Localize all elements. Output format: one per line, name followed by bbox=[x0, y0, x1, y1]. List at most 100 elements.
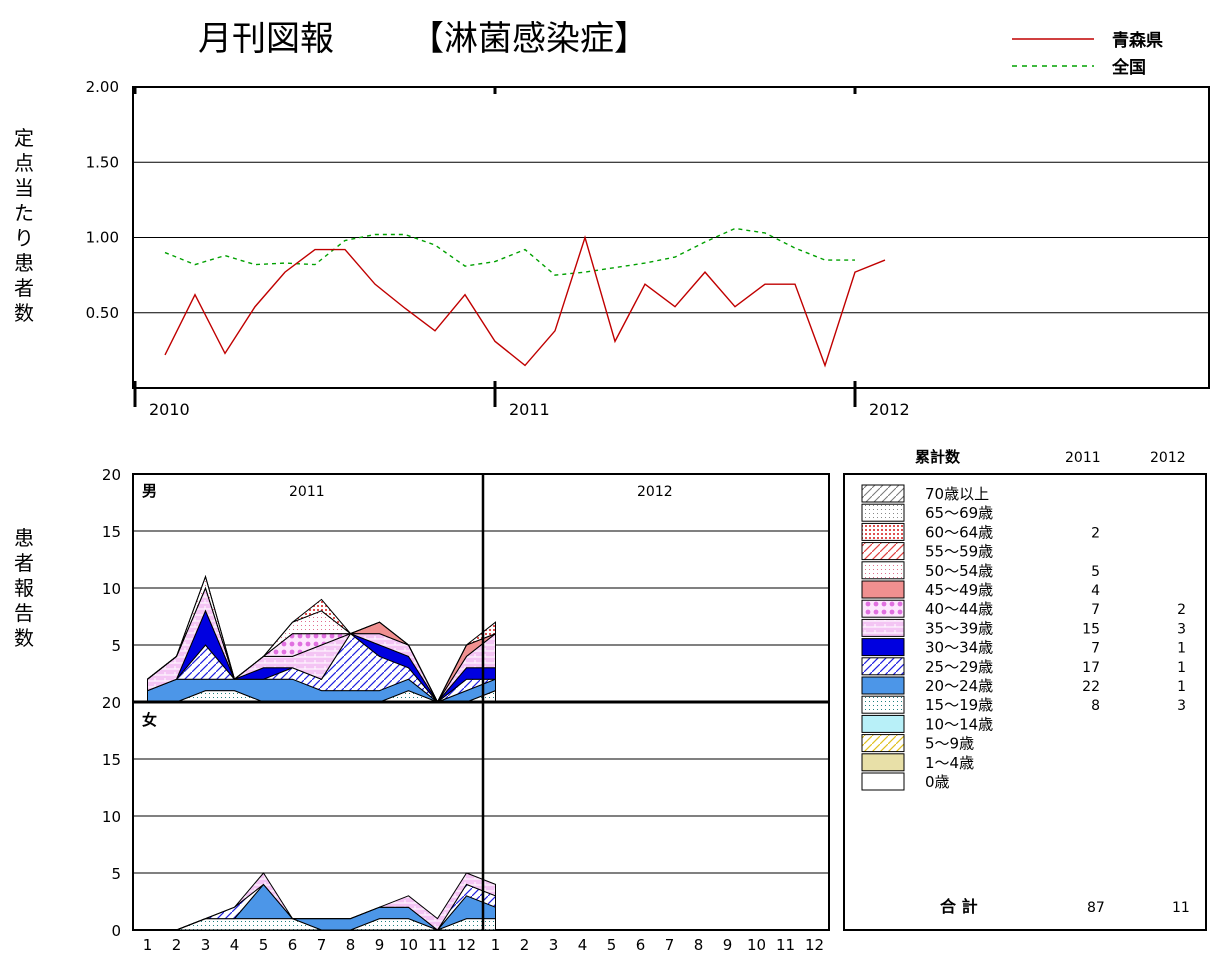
month-label: 8 bbox=[346, 936, 356, 953]
top-y-label-char: 点 bbox=[14, 151, 34, 175]
age-legend-box bbox=[843, 473, 1207, 931]
age-label: 0歳 bbox=[925, 773, 950, 791]
top-y-label-char: 数 bbox=[14, 301, 34, 325]
bottom-y-label-char: 患 bbox=[14, 526, 34, 550]
month-label: 1 bbox=[143, 936, 153, 953]
month-label: 11 bbox=[776, 936, 795, 953]
female-label: 女 bbox=[142, 711, 157, 729]
top-y-label-char: 定 bbox=[14, 126, 34, 150]
age-label: 60～64歳 bbox=[925, 523, 993, 541]
female-y-tick-label: 15 bbox=[102, 751, 121, 769]
month-label: 5 bbox=[259, 936, 269, 953]
top-y-tick-labels: 2.00 1.50 1.00 0.50 bbox=[86, 78, 119, 322]
series-national-line bbox=[164, 227, 855, 276]
top-y-label-char: 患 bbox=[14, 251, 34, 275]
male-area-60～64歳 bbox=[147, 574, 496, 704]
top-y-tick-label: 2.00 bbox=[86, 78, 119, 96]
top-y-tick-label: 1.50 bbox=[86, 153, 119, 171]
female-y-tick-label: 5 bbox=[111, 865, 121, 883]
age-count-2011: 5 bbox=[1091, 564, 1100, 580]
top-year-label: 2011 bbox=[509, 400, 550, 419]
age-count-2011: 22 bbox=[1082, 679, 1100, 695]
age-swatch bbox=[861, 657, 905, 676]
month-label: 5 bbox=[607, 936, 617, 953]
age-label: 30～34歳 bbox=[925, 639, 993, 657]
age-swatch bbox=[861, 522, 905, 541]
age-swatch bbox=[861, 676, 905, 695]
age-swatch bbox=[861, 695, 905, 714]
age-swatch bbox=[861, 542, 905, 561]
age-count-2012: 2 bbox=[1177, 602, 1186, 618]
age-label: 40～44歳 bbox=[925, 600, 993, 618]
month-label: 1 bbox=[491, 936, 501, 953]
top-y-label-char: た bbox=[14, 201, 34, 225]
bottom-y-label-char: 者 bbox=[14, 551, 34, 575]
top-y-label-char: り bbox=[14, 226, 34, 250]
month-label: 12 bbox=[805, 936, 824, 953]
top-series bbox=[164, 227, 886, 368]
age-label: 10～14歳 bbox=[925, 715, 993, 733]
age-legend-col-2011: 2011 bbox=[1065, 450, 1101, 466]
age-label: 35～39歳 bbox=[925, 619, 993, 637]
male-y-tick-label: 5 bbox=[111, 637, 121, 655]
age-swatch bbox=[861, 561, 905, 580]
age-swatch bbox=[861, 753, 905, 772]
month-label: 10 bbox=[747, 936, 766, 953]
age-swatch bbox=[861, 580, 905, 599]
top-year-label: 2010 bbox=[149, 400, 190, 419]
age-label: 55～59歳 bbox=[925, 543, 993, 561]
top-y-tick-label: 1.00 bbox=[86, 229, 119, 247]
month-label: 7 bbox=[665, 936, 675, 953]
month-label: 9 bbox=[375, 936, 385, 953]
top-y-tick-label: 0.50 bbox=[86, 304, 119, 322]
top-gridlines bbox=[133, 161, 1209, 314]
top-y-label-char: 当 bbox=[14, 176, 34, 200]
age-swatch bbox=[861, 618, 905, 637]
age-label: 70歳以上 bbox=[925, 485, 989, 503]
total-2012: 11 bbox=[1172, 900, 1190, 916]
age-count-2012: 1 bbox=[1177, 641, 1186, 657]
male-y-tick-label: 15 bbox=[102, 523, 121, 541]
bottom-y-label-char: 報 bbox=[14, 576, 34, 600]
age-label: 15～19歳 bbox=[925, 696, 993, 714]
male-stacked-areas bbox=[147, 574, 496, 704]
age-swatch bbox=[861, 772, 905, 791]
age-legend-header: 累計数 bbox=[915, 448, 961, 466]
month-tick-labels: 1 2 3 4 5 6 7 8 9 10 11 12 1 2 3 4 5 6 7 8 9 10 11 12 bbox=[143, 936, 824, 954]
age-count-2011: 8 bbox=[1091, 698, 1100, 714]
age-label: 65～69歳 bbox=[925, 504, 993, 522]
month-label: 10 bbox=[399, 936, 418, 953]
age-swatch bbox=[861, 638, 905, 657]
age-swatch bbox=[861, 503, 905, 522]
female-y-tick-label: 10 bbox=[102, 808, 121, 826]
age-label: 5～9歳 bbox=[925, 735, 974, 753]
age-swatch bbox=[861, 734, 905, 753]
age-count-2011: 2 bbox=[1091, 525, 1100, 541]
female-y-tick-label: 20 bbox=[102, 694, 121, 712]
year-label-2011: 2011 bbox=[289, 484, 325, 500]
age-swatch bbox=[861, 714, 905, 733]
age-legend-col-2012: 2012 bbox=[1150, 450, 1186, 466]
female-area-35～39歳 bbox=[147, 872, 496, 931]
bottom-y-tick-labels: 20 15 10 5 20 15 10 5 0 bbox=[102, 466, 121, 940]
month-label: 12 bbox=[457, 936, 476, 953]
month-label: 4 bbox=[230, 936, 240, 953]
month-label: 3 bbox=[549, 936, 559, 953]
month-label: 8 bbox=[694, 936, 704, 953]
female-stacked-areas bbox=[147, 872, 496, 931]
male-y-tick-label: 10 bbox=[102, 580, 121, 598]
bottom-gridlines bbox=[133, 530, 829, 874]
age-swatch bbox=[861, 599, 905, 618]
month-label: 9 bbox=[723, 936, 733, 953]
bottom-y-label-char: 告 bbox=[14, 601, 34, 625]
age-label: 25～29歳 bbox=[925, 658, 993, 676]
top-year-label: 2012 bbox=[869, 400, 910, 419]
month-label: 6 bbox=[288, 936, 298, 953]
age-label: 1～4歳 bbox=[925, 754, 974, 772]
age-swatch bbox=[861, 484, 905, 503]
age-count-2012: 3 bbox=[1177, 698, 1186, 714]
